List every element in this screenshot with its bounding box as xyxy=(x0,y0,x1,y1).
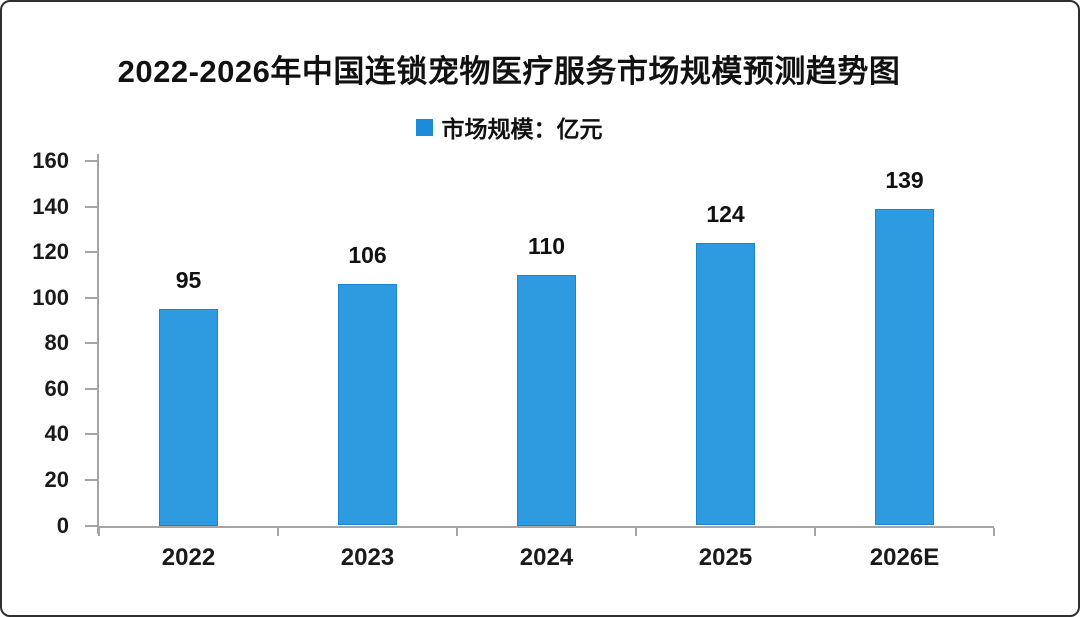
x-tick-label: 2025 xyxy=(698,543,753,571)
bar xyxy=(696,243,755,526)
x-tick-label: 2024 xyxy=(519,543,574,571)
x-tick xyxy=(98,527,100,536)
y-tick-label: 80 xyxy=(44,330,69,356)
x-axis-line xyxy=(97,525,994,528)
bar-value-label: 106 xyxy=(348,242,387,269)
y-tick xyxy=(85,342,97,345)
x-tick xyxy=(635,527,637,536)
y-tick xyxy=(85,160,97,162)
y-tick-label: 120 xyxy=(32,239,69,265)
bar-value-label: 110 xyxy=(527,232,566,259)
y-tick-label: 60 xyxy=(44,375,69,401)
bar xyxy=(159,309,218,526)
bar xyxy=(517,274,576,526)
y-tick xyxy=(85,251,97,254)
legend-swatch-icon xyxy=(415,118,433,136)
y-tick-label: 0 xyxy=(56,512,69,538)
legend: 市场规模：亿元 xyxy=(2,110,1016,144)
y-tick xyxy=(85,524,97,527)
y-axis-line xyxy=(97,154,99,534)
x-tick-label: 2023 xyxy=(340,543,395,571)
x-tick xyxy=(814,527,816,536)
bar xyxy=(338,284,397,526)
y-tick-label: 160 xyxy=(32,148,69,173)
bar-value-label: 139 xyxy=(885,166,924,193)
x-tick-label: 2022 xyxy=(161,543,216,571)
x-tick xyxy=(277,527,279,536)
chart-title: 2022-2026年中国连锁宠物医疗服务市场规模预测趋势图 xyxy=(117,54,901,89)
bar-value-label: 95 xyxy=(175,267,202,294)
y-tick xyxy=(85,205,97,208)
x-tick xyxy=(456,527,458,536)
bar-value-label: 124 xyxy=(706,201,745,227)
x-tick-label: 2026E xyxy=(869,543,940,571)
x-tick xyxy=(993,527,995,536)
legend-label: 市场规模：亿元 xyxy=(441,116,603,142)
y-tick xyxy=(85,478,97,481)
y-tick-label: 20 xyxy=(44,466,69,492)
y-tick-label: 40 xyxy=(44,421,69,447)
y-tick xyxy=(85,387,97,390)
y-tick xyxy=(85,433,97,436)
y-tick-label: 140 xyxy=(32,193,69,219)
y-tick xyxy=(85,296,97,299)
bar xyxy=(875,208,934,526)
y-tick-label: 100 xyxy=(32,284,69,310)
